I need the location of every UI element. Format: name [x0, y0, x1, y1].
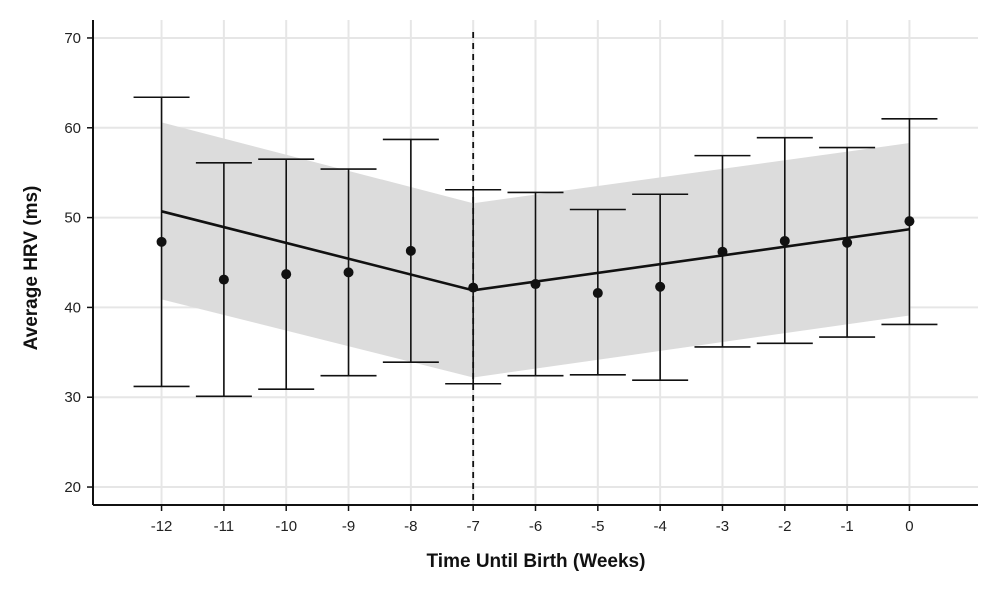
data-point: [717, 246, 728, 257]
x-tick-label: -7: [467, 518, 480, 535]
y-tick-label: 50: [64, 210, 81, 227]
data-point: [592, 288, 603, 299]
x-tick-label: -5: [591, 518, 604, 535]
x-tick-label: -11: [214, 518, 235, 535]
data-point: [655, 281, 666, 292]
data-point: [842, 237, 853, 248]
data-point: [904, 216, 915, 227]
x-tick-label: -8: [404, 518, 417, 535]
y-tick-label: 40: [64, 299, 81, 316]
x-tick-label: 0: [905, 518, 913, 535]
x-tick-label: -6: [529, 518, 542, 535]
x-axis-title: Time Until Birth (Weeks): [427, 551, 646, 572]
data-point-layer: [156, 216, 915, 299]
x-tick-label: -4: [653, 518, 666, 535]
y-tick-label: 70: [64, 30, 81, 47]
x-tick-label: -3: [716, 518, 729, 535]
x-tick-label: -12: [151, 518, 173, 535]
data-point: [343, 267, 354, 278]
y-tick-label: 60: [64, 120, 81, 137]
data-point: [779, 235, 790, 246]
y-tick-label: 30: [64, 389, 81, 406]
data-point: [218, 274, 229, 285]
y-axis-title: Average HRV (ms): [21, 186, 42, 351]
x-tick-label: -1: [840, 518, 853, 535]
y-tick-label: 20: [64, 479, 81, 496]
data-point: [530, 279, 541, 290]
data-point: [281, 269, 292, 280]
x-tick-label: -10: [275, 518, 297, 535]
x-tick-label: -2: [778, 518, 791, 535]
x-tick-label: -9: [342, 518, 355, 535]
data-point: [156, 236, 167, 247]
data-point: [405, 245, 416, 256]
axis-layer: [87, 20, 978, 511]
data-point: [468, 282, 479, 293]
